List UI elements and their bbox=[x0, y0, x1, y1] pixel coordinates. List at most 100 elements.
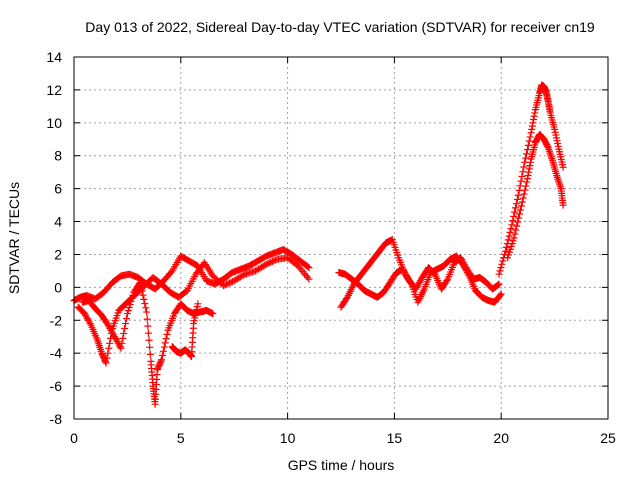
data-point bbox=[123, 310, 131, 318]
data-points bbox=[70, 81, 567, 408]
data-point bbox=[146, 350, 154, 358]
data-point bbox=[531, 109, 539, 117]
data-point bbox=[194, 300, 202, 308]
data-point bbox=[530, 116, 538, 124]
data-point bbox=[143, 315, 151, 323]
data-point bbox=[529, 119, 537, 127]
data-point bbox=[512, 204, 520, 212]
data-point bbox=[157, 357, 165, 365]
y-tick-label: 8 bbox=[54, 148, 62, 164]
data-point bbox=[271, 256, 279, 264]
data-point bbox=[268, 258, 276, 266]
data-point bbox=[160, 343, 168, 351]
data-point bbox=[513, 222, 521, 230]
data-point bbox=[136, 278, 144, 286]
data-point bbox=[261, 261, 269, 269]
series-1 bbox=[70, 246, 313, 305]
data-point bbox=[229, 277, 237, 285]
y-tick-label: 0 bbox=[54, 279, 62, 295]
data-point bbox=[224, 280, 232, 288]
data-point bbox=[516, 206, 524, 214]
data-point bbox=[119, 334, 127, 342]
data-point bbox=[524, 171, 532, 179]
data-point bbox=[527, 129, 535, 137]
x-tick-label: 20 bbox=[493, 430, 509, 446]
y-axis-label: SDTVAR / TECUs bbox=[6, 182, 22, 294]
data-point bbox=[518, 172, 526, 180]
data-point bbox=[494, 281, 502, 289]
data-point bbox=[167, 268, 175, 276]
y-tick-label: 2 bbox=[54, 246, 62, 262]
data-point bbox=[305, 275, 313, 283]
data-point bbox=[512, 226, 520, 234]
data-point bbox=[267, 258, 275, 266]
data-point bbox=[528, 125, 536, 133]
data-point bbox=[163, 330, 171, 338]
data-point bbox=[511, 230, 519, 238]
data-point bbox=[514, 191, 522, 199]
data-point bbox=[140, 295, 148, 303]
data-point bbox=[507, 225, 515, 233]
data-point bbox=[443, 277, 451, 285]
data-point bbox=[520, 190, 528, 198]
data-point bbox=[139, 291, 147, 299]
x-tick-label: 25 bbox=[600, 430, 616, 446]
data-point bbox=[127, 297, 135, 305]
data-point bbox=[159, 347, 167, 355]
data-point bbox=[142, 304, 150, 312]
y-tick-label: 6 bbox=[54, 181, 62, 197]
data-point bbox=[499, 257, 507, 265]
data-point bbox=[137, 283, 145, 291]
data-point bbox=[101, 358, 109, 366]
data-point bbox=[526, 158, 534, 166]
data-point bbox=[504, 236, 512, 244]
data-point bbox=[559, 163, 567, 171]
y-tick-label: 12 bbox=[46, 82, 62, 98]
data-point bbox=[506, 228, 514, 236]
data-point bbox=[525, 168, 533, 176]
series-7 bbox=[495, 81, 567, 278]
data-point bbox=[223, 280, 231, 288]
data-point bbox=[226, 279, 234, 287]
data-point bbox=[497, 264, 505, 272]
data-point bbox=[144, 329, 152, 337]
data-point bbox=[511, 208, 519, 216]
y-tick-label: -4 bbox=[50, 345, 63, 361]
data-point bbox=[265, 259, 273, 267]
data-point bbox=[129, 291, 137, 299]
data-point bbox=[497, 290, 505, 298]
data-point bbox=[522, 154, 530, 162]
data-point bbox=[158, 356, 166, 364]
y-tick-label: 4 bbox=[54, 214, 62, 230]
data-point bbox=[121, 325, 129, 332]
data-point bbox=[510, 212, 518, 220]
x-tick-label: 15 bbox=[387, 430, 403, 446]
data-point bbox=[122, 320, 130, 328]
data-point bbox=[496, 267, 504, 275]
data-point bbox=[522, 182, 530, 190]
data-point bbox=[122, 315, 130, 323]
data-point bbox=[509, 217, 517, 225]
data-point bbox=[106, 339, 114, 347]
data-point bbox=[158, 352, 166, 360]
data-point bbox=[517, 177, 525, 185]
data-point bbox=[293, 261, 301, 269]
y-tick-label: -8 bbox=[50, 411, 63, 427]
data-point bbox=[513, 195, 521, 203]
series-4 bbox=[168, 300, 202, 360]
y-tick-label: -2 bbox=[50, 312, 63, 328]
data-point bbox=[124, 307, 132, 315]
data-point bbox=[516, 210, 524, 218]
data-point bbox=[525, 137, 533, 145]
data-point bbox=[239, 271, 247, 279]
y-tick-label: -6 bbox=[50, 378, 63, 394]
data-point bbox=[520, 163, 528, 171]
data-point bbox=[105, 344, 113, 352]
data-point bbox=[515, 214, 523, 222]
data-point bbox=[501, 247, 509, 255]
data-point bbox=[502, 243, 510, 251]
data-point bbox=[496, 291, 504, 299]
data-point bbox=[220, 282, 228, 290]
x-tick-label: 5 bbox=[177, 430, 185, 446]
